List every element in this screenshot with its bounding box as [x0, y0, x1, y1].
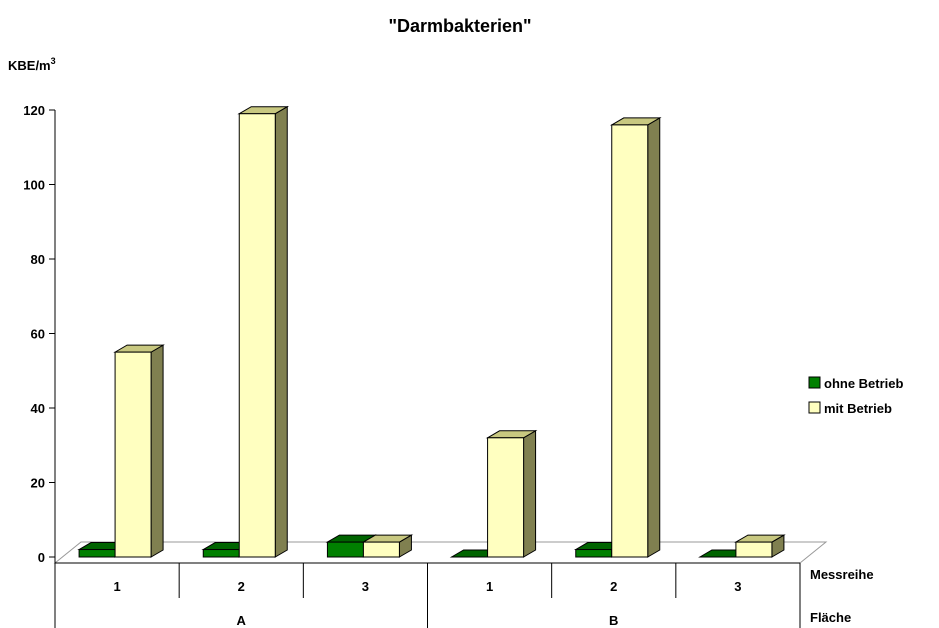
y-tick-label: 120: [23, 103, 45, 118]
x-category-label: 2: [610, 579, 617, 594]
legend-label: mit Betrieb: [824, 401, 892, 416]
x-category-label: 1: [486, 579, 493, 594]
y-tick-label: 80: [31, 252, 45, 267]
x-group-label: A: [237, 613, 247, 628]
y-axis: 0 20 40 60 80 100 120: [23, 103, 56, 565]
x-axis-table: 1 2 3 A 1 2 3 B Messreihe Fläche: [54, 562, 874, 628]
x-category-label: 2: [238, 579, 245, 594]
bar-front: [611, 124, 649, 558]
bar-side: [150, 344, 164, 558]
y-axis-label-superscript: 3: [51, 56, 56, 66]
bar-side: [647, 117, 661, 558]
bar-front: [362, 541, 400, 558]
legend-label: ohne Betrieb: [824, 376, 904, 391]
bar-front: [202, 549, 240, 558]
bar-front: [78, 549, 116, 558]
bars: [77, 105, 786, 558]
x-category-label: 1: [113, 579, 120, 594]
x-axis-level1-label: Messreihe: [810, 567, 874, 582]
bar-front: [114, 351, 152, 558]
x-axis-level2-label: Fläche: [810, 610, 851, 625]
bar-front: [735, 541, 773, 558]
legend-box: [804, 369, 935, 421]
bar-side: [274, 105, 288, 558]
bar-mit-betrieb: [609, 117, 662, 558]
bar-front: [487, 437, 525, 558]
legend: ohne Betrieb mit Betrieb: [804, 369, 935, 421]
y-tick-label: 20: [31, 476, 45, 491]
bar-front: [575, 549, 613, 558]
x-group-label: B: [609, 613, 618, 628]
bar-front: [238, 113, 276, 558]
bar-mit-betrieb: [485, 429, 538, 558]
y-tick-label: 40: [31, 401, 45, 416]
bar-mit-betrieb: [113, 344, 165, 558]
y-axis-label: KBE/m3: [8, 56, 56, 73]
bar-mit-betrieb: [237, 105, 290, 558]
y-tick-label: 0: [38, 550, 45, 565]
bar-side: [523, 429, 537, 558]
y-axis-label-text: KBE/m: [8, 58, 51, 73]
y-tick-label: 60: [31, 327, 45, 342]
bar-mit-betrieb: [361, 534, 414, 558]
y-tick-label: 100: [23, 178, 45, 193]
legend-swatch: [808, 401, 821, 414]
bar-front: [326, 541, 364, 558]
x-category-label: 3: [734, 579, 741, 594]
chart-title: "Darmbakterien": [388, 16, 531, 36]
x-category-label: 3: [362, 579, 369, 594]
bar-mit-betrieb: [734, 534, 786, 558]
legend-swatch: [808, 376, 821, 389]
